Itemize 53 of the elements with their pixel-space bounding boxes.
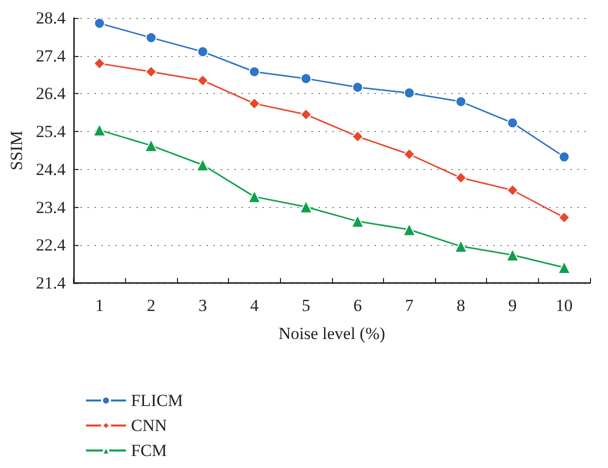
x-tick-label: 3 [198, 296, 207, 315]
point [196, 74, 209, 86]
point [454, 240, 468, 253]
y-tick-label: 24.4 [36, 160, 66, 179]
y-tick-label: 25.4 [36, 122, 66, 142]
x-axis-title: Noise level (%) [278, 324, 386, 343]
x-tick-label: 4 [250, 296, 260, 315]
y-tick-label: 27.4 [36, 46, 66, 66]
point [93, 57, 106, 70]
y-axis-title: SSIM [7, 130, 26, 170]
point [558, 260, 571, 274]
point [92, 124, 106, 137]
point [558, 151, 570, 162]
point [300, 108, 312, 121]
y-tick-label: 26.4 [36, 84, 66, 104]
point [196, 158, 210, 172]
point [455, 96, 466, 108]
point [145, 66, 158, 78]
point [506, 184, 519, 196]
point [352, 130, 364, 142]
y-tick-label: 21.4 [36, 274, 66, 292]
point [351, 214, 364, 228]
legend-label: FLICM [131, 391, 183, 410]
point [248, 190, 261, 204]
x-tick-label: 8 [456, 296, 466, 315]
y-tick-label: 23.4 [36, 198, 66, 217]
legend-label: CNN [131, 416, 167, 435]
point [404, 87, 415, 98]
point [507, 117, 518, 128]
point [506, 248, 520, 262]
point [300, 200, 313, 214]
point [403, 148, 416, 160]
point [248, 66, 260, 78]
x-tick-label: 1 [95, 296, 104, 315]
x-tick-label: 2 [146, 296, 156, 315]
y-tick-label: 22.4 [36, 236, 66, 255]
legend-label: FCM [131, 441, 167, 460]
point [146, 32, 157, 44]
point [144, 139, 158, 152]
x-tick-label: 6 [353, 296, 362, 315]
point [454, 172, 467, 184]
x-tick-label: 7 [405, 296, 414, 315]
y-tick-label: 28.4 [36, 8, 66, 28]
point [248, 98, 260, 110]
x-tick-label: 5 [302, 296, 310, 315]
point [558, 212, 570, 224]
x-tick-label: 10 [556, 296, 573, 315]
point [402, 223, 416, 236]
point [300, 73, 312, 84]
point [94, 18, 105, 29]
point [197, 46, 208, 58]
point [352, 82, 364, 93]
x-tick-label: 9 [508, 296, 517, 315]
